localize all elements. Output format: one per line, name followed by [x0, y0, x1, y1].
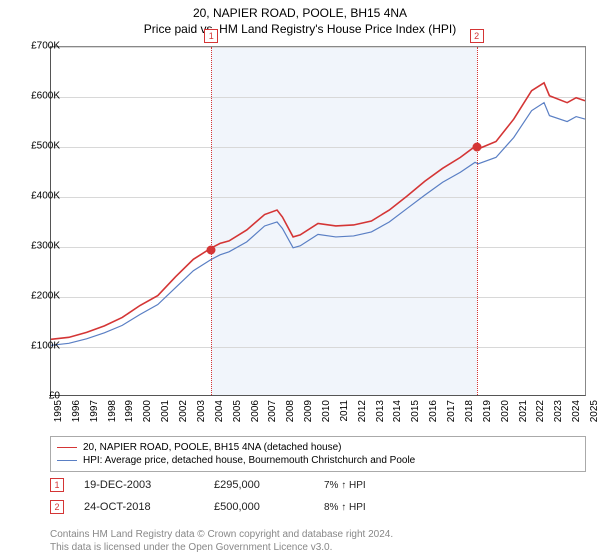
transaction-date: 24-OCT-2018 [84, 501, 194, 513]
attribution: Contains HM Land Registry data © Crown c… [50, 528, 586, 554]
plot-area: 12 [50, 46, 586, 396]
y-axis-label: £100K [31, 341, 60, 352]
x-axis-label: 2020 [500, 400, 511, 422]
transaction-delta: 8% ↑ HPI [324, 502, 366, 513]
x-axis-label: 2006 [250, 400, 261, 422]
marker-line-2 [477, 47, 478, 395]
y-axis-label: £500K [31, 141, 60, 152]
marker-dot-2 [472, 143, 481, 152]
transaction-delta: 7% ↑ HPI [324, 480, 366, 491]
x-axis-label: 1996 [71, 400, 82, 422]
y-axis-label: £200K [31, 291, 60, 302]
x-axis-label: 2004 [214, 400, 225, 422]
transaction-price: £500,000 [214, 501, 304, 513]
legend: 20, NAPIER ROAD, POOLE, BH15 4NA (detach… [50, 436, 586, 472]
x-axis-label: 2010 [321, 400, 332, 422]
legend-label: HPI: Average price, detached house, Bour… [83, 455, 415, 466]
x-axis-label: 2015 [410, 400, 421, 422]
chart-container: { "title": "20, NAPIER ROAD, POOLE, BH15… [0, 0, 600, 560]
x-axis-label: 2023 [553, 400, 564, 422]
marker-label-1: 1 [204, 29, 218, 43]
series-property [51, 83, 585, 340]
x-axis-label: 2016 [428, 400, 439, 422]
x-axis-label: 2009 [303, 400, 314, 422]
x-axis-label: 2022 [535, 400, 546, 422]
marker-line-1 [211, 47, 212, 395]
attribution-line1: Contains HM Land Registry data © Crown c… [50, 528, 586, 541]
x-axis-label: 2000 [142, 400, 153, 422]
x-axis-label: 2021 [518, 400, 529, 422]
legend-label: 20, NAPIER ROAD, POOLE, BH15 4NA (detach… [83, 442, 341, 453]
transaction-price: £295,000 [214, 479, 304, 491]
x-axis-label: 1999 [124, 400, 135, 422]
x-axis-label: 2007 [267, 400, 278, 422]
x-axis-label: 2014 [392, 400, 403, 422]
x-axis-label: 2012 [357, 400, 368, 422]
x-axis-label: 2019 [482, 400, 493, 422]
x-axis-label: 2013 [375, 400, 386, 422]
x-axis-label: 2017 [446, 400, 457, 422]
transaction-marker: 2 [50, 500, 64, 514]
y-axis-label: £700K [31, 41, 60, 52]
x-axis-label: 2011 [339, 400, 350, 422]
x-axis-label: 2024 [571, 400, 582, 422]
transaction-row-2: 2 24-OCT-2018 £500,000 8% ↑ HPI [50, 500, 586, 514]
transaction-marker: 1 [50, 478, 64, 492]
chart-title: 20, NAPIER ROAD, POOLE, BH15 4NA [0, 0, 600, 20]
marker-dot-1 [207, 245, 216, 254]
y-axis-label: £400K [31, 191, 60, 202]
attribution-line2: This data is licensed under the Open Gov… [50, 541, 586, 554]
x-axis-label: 2002 [178, 400, 189, 422]
x-axis-label: 2003 [196, 400, 207, 422]
x-axis-label: 1995 [53, 400, 64, 422]
legend-swatch [57, 460, 77, 461]
chart-subtitle: Price paid vs. HM Land Registry's House … [0, 20, 600, 40]
transaction-row-1: 1 19-DEC-2003 £295,000 7% ↑ HPI [50, 478, 586, 492]
x-axis-label: 2005 [232, 400, 243, 422]
y-axis-label: £600K [31, 91, 60, 102]
transaction-date: 19-DEC-2003 [84, 479, 194, 491]
x-axis-label: 2025 [589, 400, 600, 422]
legend-swatch [57, 447, 77, 448]
x-axis-label: 2008 [285, 400, 296, 422]
y-axis-label: £300K [31, 241, 60, 252]
x-axis-label: 2018 [464, 400, 475, 422]
x-axis-label: 2001 [160, 400, 171, 422]
marker-label-2: 2 [470, 29, 484, 43]
legend-item: HPI: Average price, detached house, Bour… [57, 454, 579, 467]
x-axis-label: 1997 [89, 400, 100, 422]
line-svg [51, 47, 585, 395]
legend-item: 20, NAPIER ROAD, POOLE, BH15 4NA (detach… [57, 441, 579, 454]
x-axis-label: 1998 [107, 400, 118, 422]
